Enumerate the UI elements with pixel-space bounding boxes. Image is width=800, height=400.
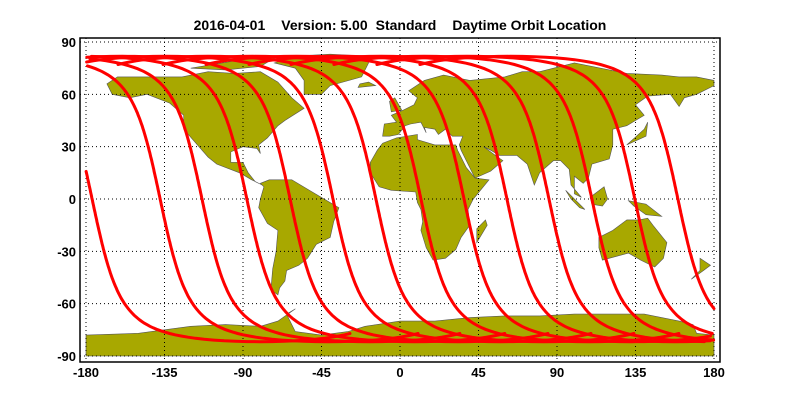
orbit-track [116,54,636,344]
orbit-track [84,169,352,344]
y-tick-label: -60 [57,297,76,312]
orbit-track [289,54,706,344]
land-eurasia [382,62,715,198]
x-tick-label: -90 [234,365,253,380]
orbit-track [88,57,462,344]
x-tick-label: 90 [550,365,564,380]
y-tick-label: 30 [62,140,76,155]
y-tick-label: 0 [69,192,76,207]
orbit-track [375,54,714,335]
land-sumatra [565,190,586,210]
land-layer [85,53,715,357]
x-tick-label: 45 [471,365,485,380]
x-axis-ticks: -180 -135 -90 -45 0 45 90 135 180 [73,365,725,380]
y-tick-label: -90 [57,349,76,364]
orbit-track [332,54,716,342]
y-axis-ticks: 90 60 30 0 -30 -60 -90 [57,35,76,364]
orbit-track [418,54,716,311]
orbit-track [204,54,712,344]
orbit-track [85,54,593,344]
orbit-track [85,54,550,344]
x-tick-label: 180 [703,365,725,380]
y-tick-label: -30 [57,244,76,259]
orbit-track [89,54,507,344]
orbit-tracks [84,54,716,344]
title-date: 2016-04-01 [194,17,266,33]
land-iceland [357,81,377,88]
gridlines [80,38,720,362]
land-australia [598,217,668,268]
title-version: Version: 5.00 [281,17,368,33]
orbit-track [161,54,681,344]
x-tick-label: 135 [625,365,647,380]
land-new-guinea [627,200,663,217]
orbit-track [86,64,420,344]
title-mode: Standard [376,17,437,33]
land-japan [626,122,648,146]
figure-title: 2016-04-01 Version: 5.00 Standard Daytime O… [194,17,607,33]
y-tick-label: 90 [62,35,76,50]
x-tick-label: -45 [312,365,331,380]
title-product: Daytime Orbit Location [452,17,606,33]
land-north-america [106,71,305,186]
x-tick-label: -135 [151,365,177,380]
x-tick-label: -180 [73,365,99,380]
x-tick-label: 0 [396,365,403,380]
orbit-track [247,54,712,344]
y-tick-label: 60 [62,87,76,102]
plot-frame [79,37,721,363]
land-madagascar [476,219,488,244]
